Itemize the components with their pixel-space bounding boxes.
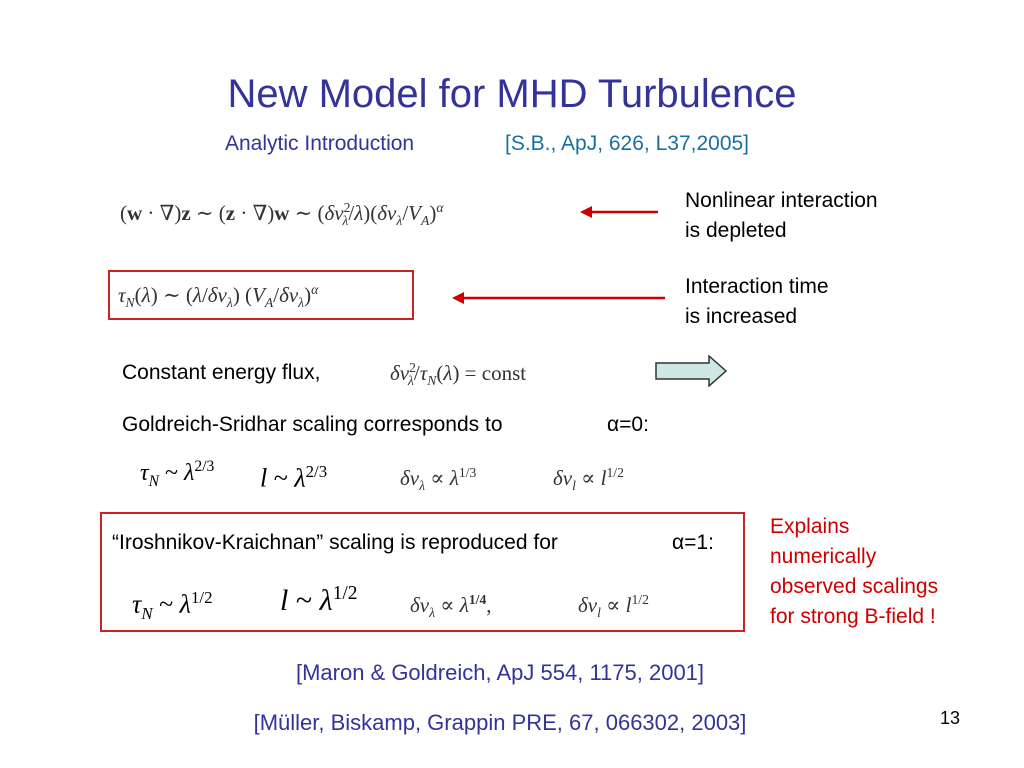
subtitle-reference: [S.B., ApJ, 626, L37,2005] (505, 132, 750, 155)
arrow-left-icon-2 (452, 292, 665, 304)
equation-nonlinear-term: (w · ∇)z ∼ (z · ∇)w ∼ (δv2λ/λ)(δvλ/VA)α (120, 200, 444, 229)
gs-dv-l-scaling: δvl ∝ l1/2 (553, 465, 624, 494)
slide-title: New Model for MHD Turbulence (227, 72, 797, 116)
ik-scaling-box (100, 512, 745, 632)
gs-alpha: α=0: (607, 413, 649, 436)
ik-dv-l-scaling: δvl ∝ l1/2 (578, 592, 649, 621)
ik-scaling-text: “Iroshnikov-Kraichnan” scaling is reprod… (112, 531, 558, 554)
note-interaction-time: Interaction time is increased (685, 272, 829, 332)
note-nonlinear: Nonlinear interaction is depleted (685, 186, 878, 246)
block-arrow-right-icon (655, 355, 727, 387)
explains-line2: numerically (770, 545, 877, 568)
explains-line3: observed scalings (770, 575, 939, 598)
note-interaction-line2: is increased (685, 305, 798, 328)
reference-maron: [Maron & Goldreich, ApJ 554, 1175, 2001] (295, 660, 705, 685)
gs-tau-scaling: τN ~ λ2/3 (140, 458, 215, 490)
explains-line4: for strong B-field ! (770, 605, 936, 628)
reference-muller: [Müller, Biskamp, Grappin PRE, 67, 06630… (253, 710, 747, 735)
explains-note: Explains numerically observed scalings f… (770, 512, 938, 632)
flux-label: Constant energy flux, (122, 361, 321, 384)
page-number: 13 (940, 708, 961, 728)
gs-l-scaling: l ~ λ2/3 (260, 462, 328, 493)
equation-interaction-time: τN(λ) ∼ (λ/δvλ) (VA/δvλ)α (118, 282, 319, 311)
explains-line1: Explains (770, 515, 850, 538)
ik-tau-scaling: τN ~ λ1/2 (132, 588, 213, 623)
slide-subtitle: Analytic Introduction (225, 132, 415, 155)
equation-box-interaction-time (108, 270, 414, 320)
note-nonlinear-line2: is depleted (685, 219, 787, 242)
note-nonlinear-line1: Nonlinear interaction (685, 189, 878, 212)
equation-energy-flux: δv2λ/τN(λ) = const (390, 360, 527, 389)
gs-scaling-text: Goldreich-Sridhar scaling corresponds to (122, 413, 503, 436)
arrow-left-icon-1 (580, 206, 658, 218)
ik-l-scaling: l ~ λ1/2 (280, 583, 358, 617)
ik-alpha: α=1: (672, 531, 714, 554)
ik-dv-lambda-scaling: δvλ ∝ λ1/4, (410, 592, 492, 621)
note-interaction-line1: Interaction time (685, 275, 829, 298)
gs-dv-lambda-scaling: δvλ ∝ λ1/3 (400, 465, 477, 494)
